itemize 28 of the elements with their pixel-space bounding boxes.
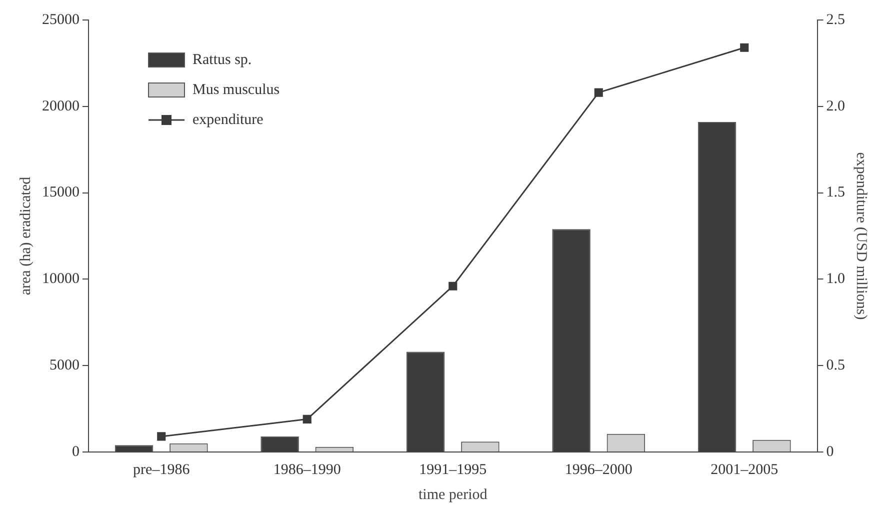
y-tick-label: 15000 xyxy=(42,184,80,201)
point xyxy=(594,88,603,97)
y2-tick-label: 2.0 xyxy=(826,98,845,114)
point xyxy=(302,414,312,424)
y-tick-label: 0 xyxy=(72,444,80,460)
legend-label: expenditure xyxy=(192,112,264,128)
x-tick-label: 1991–1995 xyxy=(419,462,487,478)
y2-tick-label: 0 xyxy=(826,444,834,460)
point xyxy=(157,432,166,441)
legend-label: Rattus sp. xyxy=(192,52,252,68)
point xyxy=(448,282,458,290)
point xyxy=(740,43,749,52)
legend-label: Mus musculus xyxy=(192,82,280,98)
y-tick-label: 25000 xyxy=(42,12,80,28)
x-tick-label: 1986–1990 xyxy=(273,462,341,478)
x-axis-title: time period xyxy=(418,486,488,503)
y-tick-label: 10000 xyxy=(42,271,80,288)
y2-tick-label: 1.0 xyxy=(826,271,845,288)
x-tick-label: pre–1986 xyxy=(133,462,190,478)
y2-tick-label: 1.5 xyxy=(826,184,845,201)
y2-axis-title: expenditure (USD millions) xyxy=(853,152,870,320)
y-tick-label: 20000 xyxy=(42,98,80,114)
y-axis-title: area (ha) eradicated xyxy=(18,176,34,296)
y-tick-label: 5000 xyxy=(50,358,80,374)
x-tick-label: 2001–2005 xyxy=(710,462,778,478)
y2-tick-label: 2.5 xyxy=(826,12,845,28)
y2-tick-label: 0.5 xyxy=(826,358,845,374)
x-tick-label: 1996–2000 xyxy=(564,462,632,478)
